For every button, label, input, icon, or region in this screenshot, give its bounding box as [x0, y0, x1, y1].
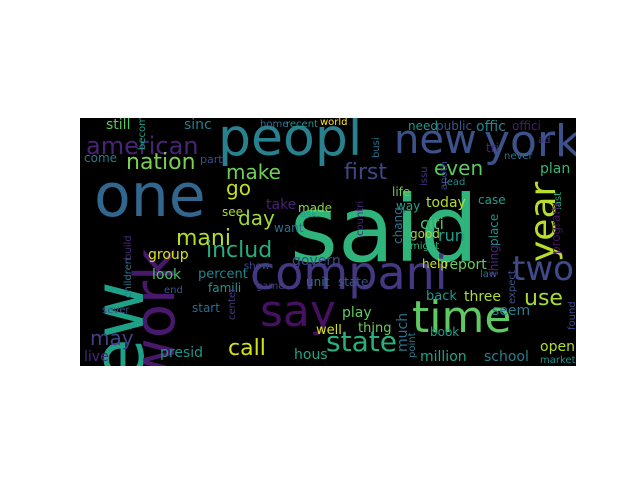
word-86-play: play [342, 305, 372, 321]
word-62-might: might [410, 241, 440, 252]
word-60-lead: lead [444, 177, 466, 188]
word-81-expect: expect [507, 270, 518, 304]
word-35-need: need [408, 119, 438, 133]
word-49-show: show [244, 261, 270, 272]
word-30-becom: becom [137, 118, 148, 150]
word-78-back: back [426, 289, 457, 304]
word-52-life: life [392, 185, 411, 199]
word-66-unit: unit [306, 275, 330, 289]
word-67-state: state [338, 275, 369, 289]
word-95-hous: hous [294, 347, 328, 363]
word-36-public: public [436, 119, 473, 133]
word-94-presid: presid [160, 345, 204, 361]
word-24-may: may [90, 326, 134, 350]
word-1-one: one [94, 161, 206, 231]
word-38-offici: offici [512, 119, 541, 133]
word-25-new: new [394, 118, 477, 163]
word-83-center: center [227, 287, 238, 320]
word-39-ad: ad [538, 135, 551, 146]
word-77-law: law [480, 269, 498, 280]
word-5-time: time [412, 292, 512, 343]
word-63-run: run [438, 226, 465, 245]
word-75-famili: famili [208, 281, 242, 295]
word-51-countri: countri [355, 200, 366, 236]
word-100-live: live [84, 349, 109, 365]
word-27-sinc: sinc [184, 118, 212, 133]
word-72-percent: percent [198, 267, 248, 282]
word-26-still: still [106, 118, 131, 133]
word-40-tri: tri [486, 141, 499, 155]
word-74-children: children [123, 257, 134, 298]
word-14-make: make [226, 160, 281, 184]
word-64-place: place [487, 213, 501, 246]
word-48-want: want [274, 221, 304, 235]
word-87-well: well [316, 323, 342, 338]
word-79-three: three [464, 289, 502, 305]
word-73-build: build [123, 235, 134, 260]
word-47-see: see [222, 205, 244, 219]
word-13-nation: nation [126, 150, 196, 175]
word-91-seem: seem [492, 303, 531, 319]
word-84-start: start [192, 301, 220, 315]
word-71-look: look [152, 267, 182, 283]
word-55-case: case [478, 193, 506, 207]
word-97-million: million [420, 349, 467, 365]
word-50-ask: ask [300, 209, 318, 220]
word-34-busi: busi [371, 137, 382, 158]
word-18-day: day [238, 206, 275, 230]
word-54-today: today [426, 195, 466, 211]
word-6-compani: compani [250, 246, 448, 300]
word-22-use: use [524, 286, 563, 311]
word-0-said: said [290, 176, 479, 283]
word-10-two: two [512, 249, 574, 289]
word-44-program: program [549, 202, 563, 254]
word-88-thing: thing [358, 321, 392, 336]
word-99-market: market [540, 355, 576, 366]
word-29-part: part [200, 153, 223, 166]
word-23-call: call [228, 336, 266, 361]
word-19-mani: mani [176, 226, 231, 251]
word-59-good: good [410, 227, 440, 241]
word-31-home: home [260, 119, 289, 130]
word-90-book: book [430, 325, 460, 339]
word-80-thing: thing [487, 245, 501, 276]
word-56-citi: citi [420, 214, 444, 233]
word-98-school: school [484, 349, 529, 365]
word-41-never: never [504, 151, 533, 162]
word-76-game: game [256, 281, 285, 292]
word-9-say: say [260, 286, 336, 337]
word-46-take: take [266, 197, 297, 213]
word-33-world: world [320, 118, 348, 128]
word-cloud-canvas: saidonepeoplnewyorktimecompaniworkmrsayt… [80, 118, 576, 366]
word-17-go: go [226, 176, 251, 200]
word-45-made: made [298, 201, 333, 215]
word-96-point: point [407, 332, 418, 358]
word-2-peopl: peopl [218, 118, 363, 168]
word-61-chang: chang [391, 207, 405, 244]
word-28-come: come [84, 151, 118, 165]
word-69-help: help [422, 257, 448, 271]
word-12-american: american [86, 132, 199, 160]
word-32-recent: recent [286, 119, 318, 130]
word-65-govern: govern [292, 253, 341, 269]
word-42-plan: plan [540, 161, 571, 177]
word-20-includ: includ [206, 238, 273, 263]
word-16-even: even [434, 156, 484, 180]
word-53-issu: issu [419, 166, 430, 186]
word-82-end: end [164, 285, 183, 296]
word-68-report: report [444, 257, 487, 273]
word-37-offic: offic [476, 119, 506, 135]
word-85-sever: sever [102, 305, 130, 316]
word-93-open: open [540, 339, 575, 355]
word-15-first: first [344, 160, 387, 185]
word-92-found: found [567, 301, 576, 330]
word-70-group: group [148, 247, 189, 263]
word-4-york: york [484, 118, 576, 167]
word-21-state: state [326, 325, 397, 358]
word-58-way: way [396, 199, 421, 213]
